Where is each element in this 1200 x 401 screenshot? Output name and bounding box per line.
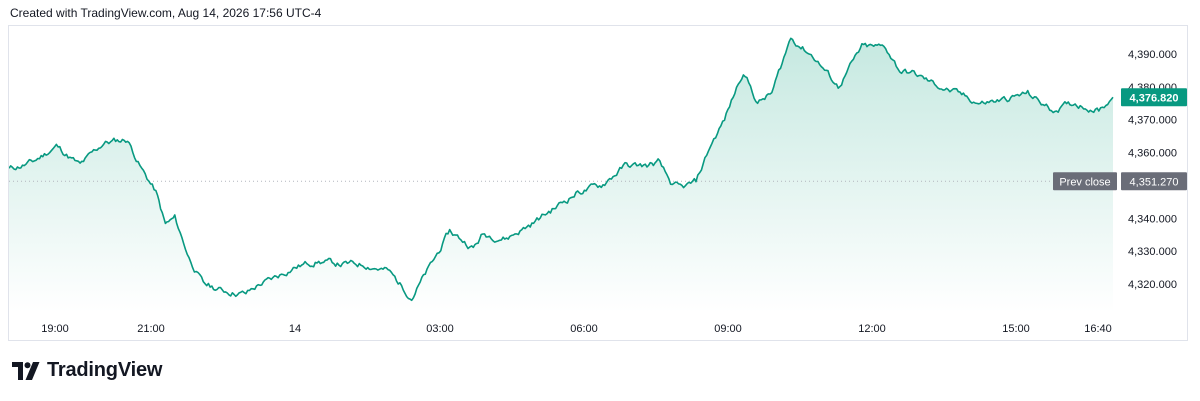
created-with-caption: Created with TradingView.com, Aug 14, 20… [10,6,322,20]
prev-close-badge [1053,172,1117,191]
brand-footer[interactable]: TradingView [12,359,162,382]
chart-panel[interactable]: 4,320.000 4,330.000 4,340.000 4,360.000 4,37… [8,25,1188,341]
prev-close-label: Prev close [1059,176,1110,188]
prev-close-value-label: 4,351.270 [1130,176,1179,188]
y-tick-label: 4,390.000 [1128,49,1177,61]
x-tick-label: 12:00 [858,323,886,335]
x-tick-label: 19:00 [41,323,69,335]
brand-name: TradingView [47,359,163,381]
last-price-label: 4,376.820 [1130,92,1179,104]
x-tick-label: 06:00 [570,323,598,335]
last-price-badge[interactable] [1121,88,1187,107]
y-tick-label: 4,340.000 [1128,213,1177,225]
price-line-series[interactable] [9,37,1114,302]
price-area-fill [9,38,1113,313]
x-tick-label: 16:40 [1084,323,1112,335]
y-tick-label: 4,330.000 [1128,246,1177,258]
x-tick-label: 14 [289,323,301,335]
tradingview-logo-icon [12,361,40,380]
y-tick-label: 4,360.000 [1128,148,1177,160]
y-tick-label: 4,320.000 [1128,279,1177,291]
prev-close-value-badge [1121,172,1187,191]
x-tick-label: 09:00 [714,323,742,335]
x-tick-label: 03:00 [426,323,454,335]
x-tick-label: 21:00 [137,323,165,335]
y-tick-label: 4,370.000 [1128,115,1177,127]
x-tick-label: 15:00 [1002,323,1030,335]
price-chart[interactable]: 4,320.000 4,330.000 4,340.000 4,360.000 4,37… [9,26,1187,340]
